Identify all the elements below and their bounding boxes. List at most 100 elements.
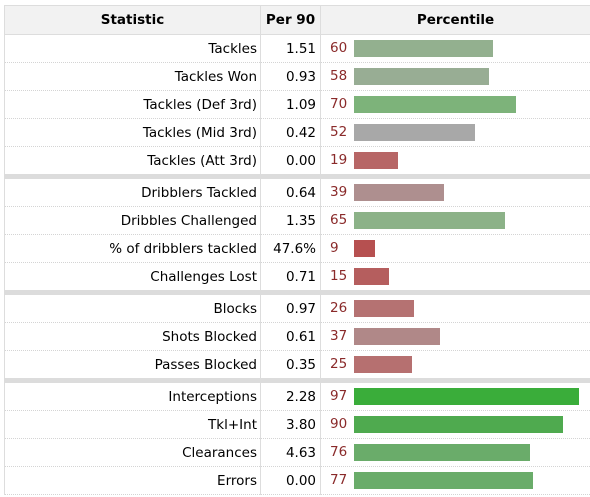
column-header-per90[interactable]: Per 90 <box>260 5 321 35</box>
per90-value: 0.35 <box>260 350 321 381</box>
percentile-cell: 77 <box>320 466 590 495</box>
percentile-cell: 25 <box>320 350 590 381</box>
stat-name: Interceptions <box>4 378 261 411</box>
stat-name: Tackles <box>4 34 261 63</box>
percentile-cell: 9 <box>320 234 590 263</box>
per90-value: 0.93 <box>260 62 321 91</box>
stat-name: Dribblers Tackled <box>4 174 261 207</box>
table-row: Blocks 0.97 26 <box>4 290 590 323</box>
percentile-value: 60 <box>330 40 348 56</box>
percentile-value: 90 <box>330 416 348 432</box>
table-row: Tackles (Def 3rd) 1.09 70 <box>4 90 590 119</box>
percentile-cell: 39 <box>320 174 590 207</box>
percentile-cell: 58 <box>320 62 590 91</box>
percentile-cell: 37 <box>320 322 590 351</box>
stat-name: Tackles (Att 3rd) <box>4 146 261 177</box>
percentile-cell: 70 <box>320 90 590 119</box>
percentile-cell: 26 <box>320 290 590 323</box>
stat-name: % of dribblers tackled <box>4 234 261 263</box>
percentile-value: 15 <box>330 268 348 284</box>
percentile-value: 77 <box>330 472 348 488</box>
percentile-bar <box>354 388 579 405</box>
percentile-bar <box>354 40 493 57</box>
percentile-bar <box>354 472 533 489</box>
percentile-cell: 15 <box>320 262 590 293</box>
percentile-bar <box>354 240 375 257</box>
per90-value: 0.00 <box>260 146 321 177</box>
percentile-bar <box>354 96 516 113</box>
table-row: Tackles (Att 3rd) 0.00 19 <box>4 146 590 177</box>
percentile-value: 37 <box>330 328 348 344</box>
table-header: Statistic Per 90 Percentile <box>4 5 590 35</box>
percentile-value: 26 <box>330 300 348 316</box>
table-row: Challenges Lost 0.71 15 <box>4 262 590 293</box>
stat-name: Tkl+Int <box>4 410 261 439</box>
per90-value: 3.80 <box>260 410 321 439</box>
per90-value: 0.42 <box>260 118 321 147</box>
table-row: Passes Blocked 0.35 25 <box>4 350 590 381</box>
stat-name: Tackles (Def 3rd) <box>4 90 261 119</box>
percentile-cell: 65 <box>320 206 590 235</box>
percentile-bar <box>354 124 475 141</box>
percentile-bar <box>354 444 530 461</box>
percentile-value: 65 <box>330 212 348 228</box>
stat-name: Dribbles Challenged <box>4 206 261 235</box>
per90-value: 47.6% <box>260 234 321 263</box>
per90-value: 0.61 <box>260 322 321 351</box>
column-header-statistic[interactable]: Statistic <box>4 5 261 35</box>
percentile-value: 39 <box>330 184 348 200</box>
percentile-bar <box>354 212 505 229</box>
percentile-bar <box>354 184 444 201</box>
stat-name: Challenges Lost <box>4 262 261 293</box>
percentile-bar <box>354 300 414 317</box>
percentile-bar <box>354 328 440 345</box>
table-row: % of dribblers tackled 47.6% 9 <box>4 234 590 263</box>
table-row: Tackles (Mid 3rd) 0.42 52 <box>4 118 590 147</box>
table-body: Tackles 1.51 60 Tackles Won 0.93 58 Tackles (D… <box>4 34 590 495</box>
stat-name: Clearances <box>4 438 261 467</box>
percentile-value: 19 <box>330 152 348 168</box>
percentile-value: 9 <box>330 240 339 256</box>
stat-name: Tackles Won <box>4 62 261 91</box>
percentile-bar <box>354 68 489 85</box>
percentile-value: 70 <box>330 96 348 112</box>
percentile-bar <box>354 152 398 169</box>
table-row: Interceptions 2.28 97 <box>4 378 590 411</box>
table-row: Tackles Won 0.93 58 <box>4 62 590 91</box>
stat-name: Blocks <box>4 290 261 323</box>
percentile-value: 25 <box>330 356 348 372</box>
stat-name: Tackles (Mid 3rd) <box>4 118 261 147</box>
percentile-bar <box>354 356 412 373</box>
per90-value: 0.64 <box>260 174 321 207</box>
per90-value: 2.28 <box>260 378 321 411</box>
stat-name: Passes Blocked <box>4 350 261 381</box>
defensive-stats-table: Statistic Per 90 Percentile Tackles 1.51 6… <box>4 5 590 495</box>
percentile-value: 76 <box>330 444 348 460</box>
per90-value: 1.35 <box>260 206 321 235</box>
header-row: Statistic Per 90 Percentile <box>4 5 590 35</box>
percentile-cell: 19 <box>320 146 590 177</box>
percentile-cell: 90 <box>320 410 590 439</box>
per90-value: 0.00 <box>260 466 321 495</box>
table-row: Clearances 4.63 76 <box>4 438 590 467</box>
column-header-percentile[interactable]: Percentile <box>320 5 590 35</box>
percentile-bar <box>354 268 389 285</box>
percentile-bar <box>354 416 563 433</box>
per90-value: 0.97 <box>260 290 321 323</box>
percentile-cell: 97 <box>320 378 590 411</box>
percentile-value: 52 <box>330 124 348 140</box>
table-row: Tkl+Int 3.80 90 <box>4 410 590 439</box>
table-row: Tackles 1.51 60 <box>4 34 590 63</box>
table-row: Dribbles Challenged 1.35 65 <box>4 206 590 235</box>
stat-name: Shots Blocked <box>4 322 261 351</box>
per90-value: 0.71 <box>260 262 321 293</box>
percentile-value: 58 <box>330 68 348 84</box>
table-row: Shots Blocked 0.61 37 <box>4 322 590 351</box>
percentile-cell: 60 <box>320 34 590 63</box>
stat-name: Errors <box>4 466 261 495</box>
table-row: Errors 0.00 77 <box>4 466 590 495</box>
per90-value: 1.09 <box>260 90 321 119</box>
table-row: Dribblers Tackled 0.64 39 <box>4 174 590 207</box>
percentile-value: 97 <box>330 388 348 404</box>
per90-value: 4.63 <box>260 438 321 467</box>
